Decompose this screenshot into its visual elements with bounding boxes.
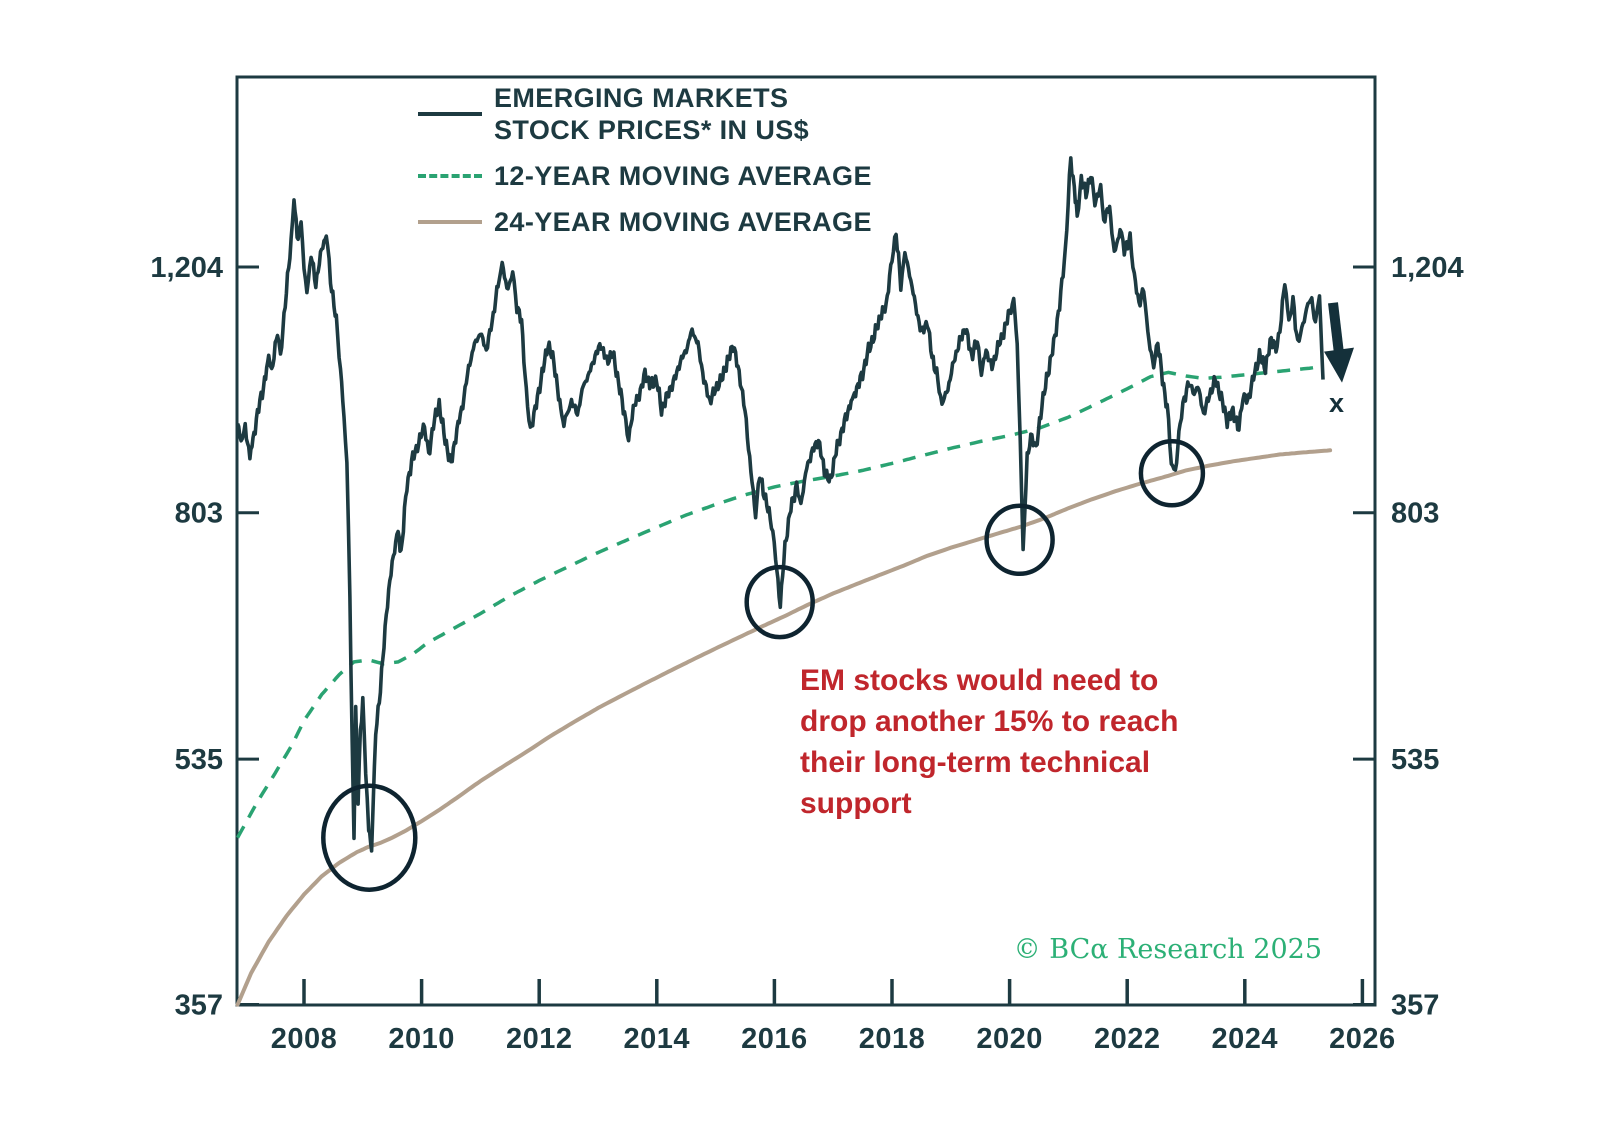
y-tick-label-right: 803 <box>1391 498 1439 530</box>
support-touch-circle <box>1138 439 1206 508</box>
y-tick-label-right: 1,204 <box>1391 252 1464 284</box>
legend-item-ma24: 24-YEAR MOVING AVERAGE <box>418 206 872 238</box>
legend-label-price: EMERGING MARKETS STOCK PRICES* IN US$ <box>494 83 810 145</box>
price-line <box>235 156 1325 853</box>
x-tick-label: 2022 <box>1094 1023 1161 1055</box>
legend-label-ma24: 24-YEAR MOVING AVERAGE <box>494 207 872 237</box>
x-tick-label: 2020 <box>976 1023 1043 1055</box>
ma12-line <box>236 364 1322 839</box>
y-tick-label-left: 803 <box>175 498 223 530</box>
plot-frame <box>235 75 1377 1007</box>
support-touch-circle <box>744 564 815 640</box>
y-tick-label-left: 1,204 <box>150 252 223 284</box>
legend: EMERGING MARKETS STOCK PRICES* IN US$ 12… <box>418 82 872 252</box>
x-tick-label: 2014 <box>624 1023 691 1055</box>
legend-item-price: EMERGING MARKETS STOCK PRICES* IN US$ <box>418 82 872 146</box>
support-touch-circle <box>984 503 1055 577</box>
down-arrow-head-icon <box>1324 347 1354 383</box>
ma24-swatch-icon <box>418 220 482 224</box>
y-tick-label-right: 535 <box>1391 744 1439 776</box>
y-tick-label-right: 357 <box>1391 990 1439 1022</box>
x-tick-label: 2018 <box>859 1023 926 1055</box>
y-tick-label-left: 357 <box>175 990 223 1022</box>
price-line-swatch-icon <box>418 112 482 116</box>
x-tick-label: 2008 <box>271 1023 338 1055</box>
ma12-dashed-swatch-icon <box>418 174 482 178</box>
credit-text: © BCα Research 2025 <box>1013 934 1322 965</box>
x-tick-label: 2016 <box>741 1023 808 1055</box>
x-tick-label: 2010 <box>388 1023 455 1055</box>
x-tick-label: 2026 <box>1329 1023 1396 1055</box>
x-tick-label: 2012 <box>506 1023 573 1055</box>
ma24-line <box>235 448 1333 1007</box>
legend-item-ma12: 12-YEAR MOVING AVERAGE <box>418 160 872 192</box>
x-tick-label: 2024 <box>1212 1023 1279 1055</box>
down-arrow-shaft <box>1328 302 1344 355</box>
arrow-target-label: x <box>1329 388 1344 418</box>
annotation-note: EM stocks would need to drop another 15%… <box>800 664 1179 820</box>
y-tick-label-left: 535 <box>175 744 223 776</box>
support-touch-circle <box>321 783 418 892</box>
legend-label-ma12: 12-YEAR MOVING AVERAGE <box>494 161 872 191</box>
